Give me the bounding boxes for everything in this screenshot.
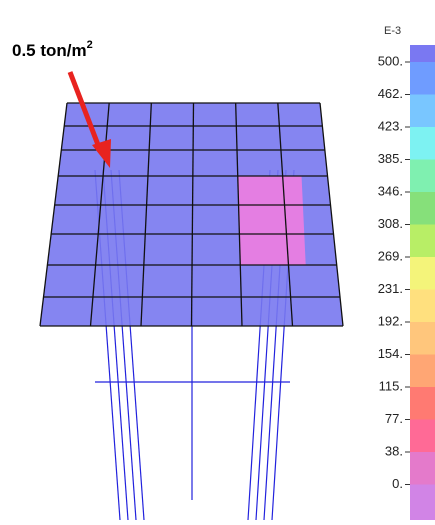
- screen: 0.5 ton/m2 E-3 500. 462. 423. 385. 346. 308. 2…: [0, 0, 435, 520]
- legend-swatch: [410, 420, 435, 453]
- legend-exponent: E-3: [384, 25, 401, 37]
- legend-label: 269.: [378, 248, 403, 263]
- legend-swatch: [410, 290, 435, 323]
- legend-label: 346.: [378, 183, 403, 198]
- legend-swatch: [410, 45, 435, 62]
- model: [40, 103, 343, 520]
- legend-label: 231.: [378, 281, 403, 296]
- legend-swatch: [410, 127, 435, 160]
- legend-swatch: [410, 160, 435, 193]
- legend-swatch: [410, 322, 435, 355]
- legend-swatch: [410, 387, 435, 420]
- load-patch: [238, 176, 306, 265]
- legend-label: 462.: [378, 86, 403, 101]
- legend-label: 38.: [385, 443, 403, 458]
- legend: 500. 462. 423. 385. 346. 308. 269. 231. 192. 154.…: [378, 45, 435, 520]
- legend-swatch: [410, 257, 435, 290]
- legend-label: 500.: [378, 53, 403, 68]
- legend-swatch: [410, 225, 435, 258]
- legend-swatch: [410, 485, 435, 521]
- legend-label: 385.: [378, 151, 403, 166]
- legend-label: 0.: [392, 476, 403, 491]
- legend-swatch: [410, 355, 435, 388]
- load-label: 0.5 ton/m2: [12, 39, 93, 61]
- legend-label: 115.: [379, 378, 403, 393]
- legend-label: 308.: [378, 216, 403, 231]
- legend-swatch: [410, 192, 435, 225]
- legend-label: 77.: [385, 411, 403, 426]
- legend-label: 154.: [378, 346, 403, 361]
- legend-label: 192.: [378, 313, 403, 328]
- legend-swatch: [410, 62, 435, 95]
- legend-swatch: [410, 95, 435, 128]
- legend-swatch: [410, 452, 435, 485]
- legend-label: 423.: [378, 118, 403, 133]
